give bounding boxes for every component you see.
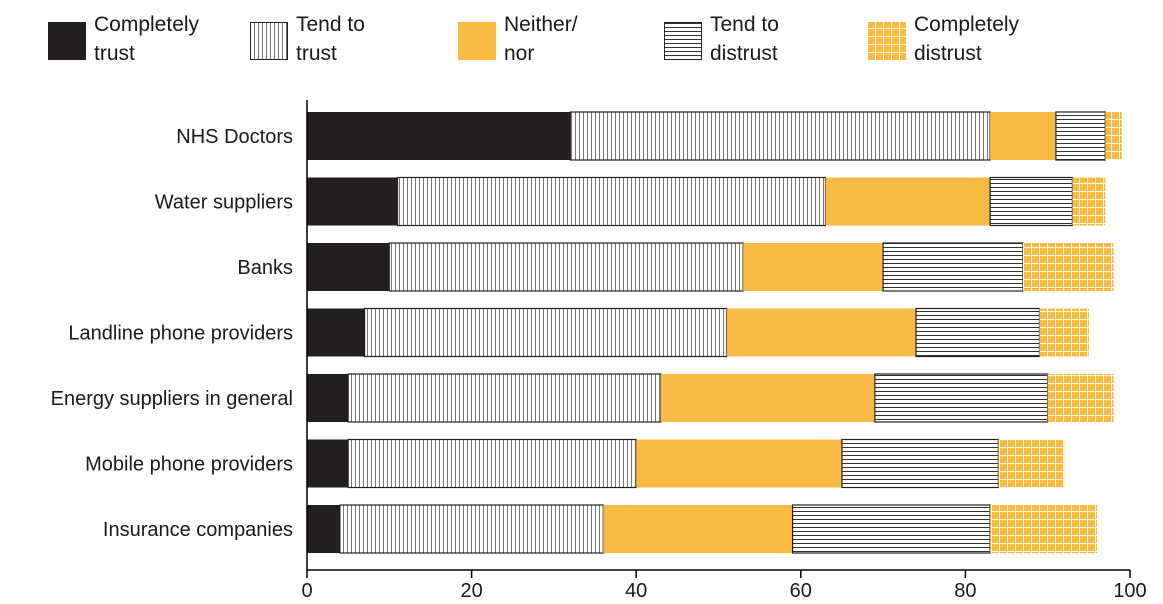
- x-tick-label-100: 100: [1113, 580, 1146, 602]
- category-label-nhs-doctors: NHS Doctors: [176, 126, 293, 148]
- legend-swatch-tend-to-trust: [250, 22, 288, 60]
- bar-mobile-phone-providers-neither-nor: [636, 439, 842, 488]
- bar-mobile-phone-providers-completely-distrust: [998, 439, 1065, 488]
- x-tick-label-60: 60: [790, 580, 812, 602]
- bar-insurance-companies-tend-to-distrust: [791, 504, 991, 554]
- bar-landline-phone-providers-completely-trust: [307, 308, 365, 357]
- x-tick-label-40: 40: [625, 580, 647, 602]
- category-label-energy-suppliers-in-general: Energy suppliers in general: [51, 388, 293, 410]
- legend-label-completely-distrust: Completely distrust: [914, 13, 1020, 65]
- bar-insurance-companies-completely-distrust: [990, 505, 1098, 553]
- bar-energy-suppliers-in-general-neither-nor: [660, 374, 875, 422]
- bar-mobile-phone-providers-completely-trust: [307, 439, 349, 488]
- bar-nhs-doctors-completely-distrust: [1105, 112, 1122, 160]
- category-label-banks: Banks: [237, 257, 293, 279]
- legend-label-neither-nor: Neither/nor: [504, 13, 578, 65]
- legend-swatch-tend-to-distrust: [664, 22, 702, 60]
- category-label-insurance-companies: Insurance companies: [103, 519, 293, 541]
- bar-banks-tend-to-distrust: [882, 242, 1024, 292]
- bar-nhs-doctors-tend-to-trust: [569, 111, 991, 161]
- x-tick-label-20: 20: [460, 580, 482, 602]
- category-label-landline-phone-providers: Landline phone providers: [68, 323, 293, 345]
- bar-nhs-doctors-tend-to-distrust: [1055, 111, 1106, 161]
- legend-label-tend-to-trust: Tend to trust: [296, 13, 365, 65]
- bar-energy-suppliers-in-general-completely-distrust: [1047, 374, 1114, 422]
- legend-swatch-completely-distrust: [868, 22, 906, 60]
- bar-banks-completely-trust: [307, 243, 390, 291]
- bar-landline-phone-providers-tend-to-distrust: [915, 307, 1041, 358]
- bar-landline-phone-providers-tend-to-trust: [364, 307, 728, 358]
- bar-nhs-doctors-completely-trust: [307, 112, 571, 160]
- legend-swatch-completely-trust: [48, 22, 86, 60]
- bar-water-suppliers-completely-distrust: [1072, 177, 1106, 226]
- bar-banks-neither-nor: [743, 243, 884, 291]
- x-tick-label-0: 0: [301, 580, 312, 602]
- legend-swatch-neither-nor: [458, 22, 496, 60]
- category-label-water-suppliers: Water suppliers: [155, 192, 293, 214]
- bar-water-suppliers-tend-to-trust: [396, 176, 827, 227]
- bar-banks-completely-distrust: [1023, 243, 1114, 291]
- bar-landline-phone-providers-neither-nor: [726, 308, 917, 357]
- category-label-mobile-phone-providers: Mobile phone providers: [85, 454, 293, 476]
- legend-label-tend-to-distrust: Tend to distrust: [710, 13, 779, 65]
- bar-mobile-phone-providers-tend-to-trust: [347, 438, 637, 489]
- bar-insurance-companies-completely-trust: [307, 505, 340, 553]
- bar-water-suppliers-completely-trust: [307, 177, 398, 226]
- legend-label-completely-trust: Completely trust: [94, 13, 200, 65]
- bar-energy-suppliers-in-general-completely-trust: [307, 374, 349, 422]
- bar-banks-tend-to-trust: [388, 242, 744, 292]
- bar-insurance-companies-neither-nor: [603, 505, 793, 553]
- bar-landline-phone-providers-completely-distrust: [1039, 308, 1089, 357]
- bar-water-suppliers-neither-nor: [825, 177, 991, 226]
- bar-insurance-companies-tend-to-trust: [339, 504, 604, 554]
- x-tick-label-80: 80: [954, 580, 976, 602]
- bar-energy-suppliers-in-general-tend-to-distrust: [874, 373, 1049, 423]
- bar-nhs-doctors-neither-nor: [990, 112, 1056, 160]
- bar-energy-suppliers-in-general-tend-to-trust: [347, 373, 662, 423]
- bar-water-suppliers-tend-to-distrust: [989, 176, 1073, 227]
- legend: Completely trust Tend to trust Neither/nor…: [0, 10, 1163, 70]
- bar-mobile-phone-providers-tend-to-distrust: [841, 438, 999, 489]
